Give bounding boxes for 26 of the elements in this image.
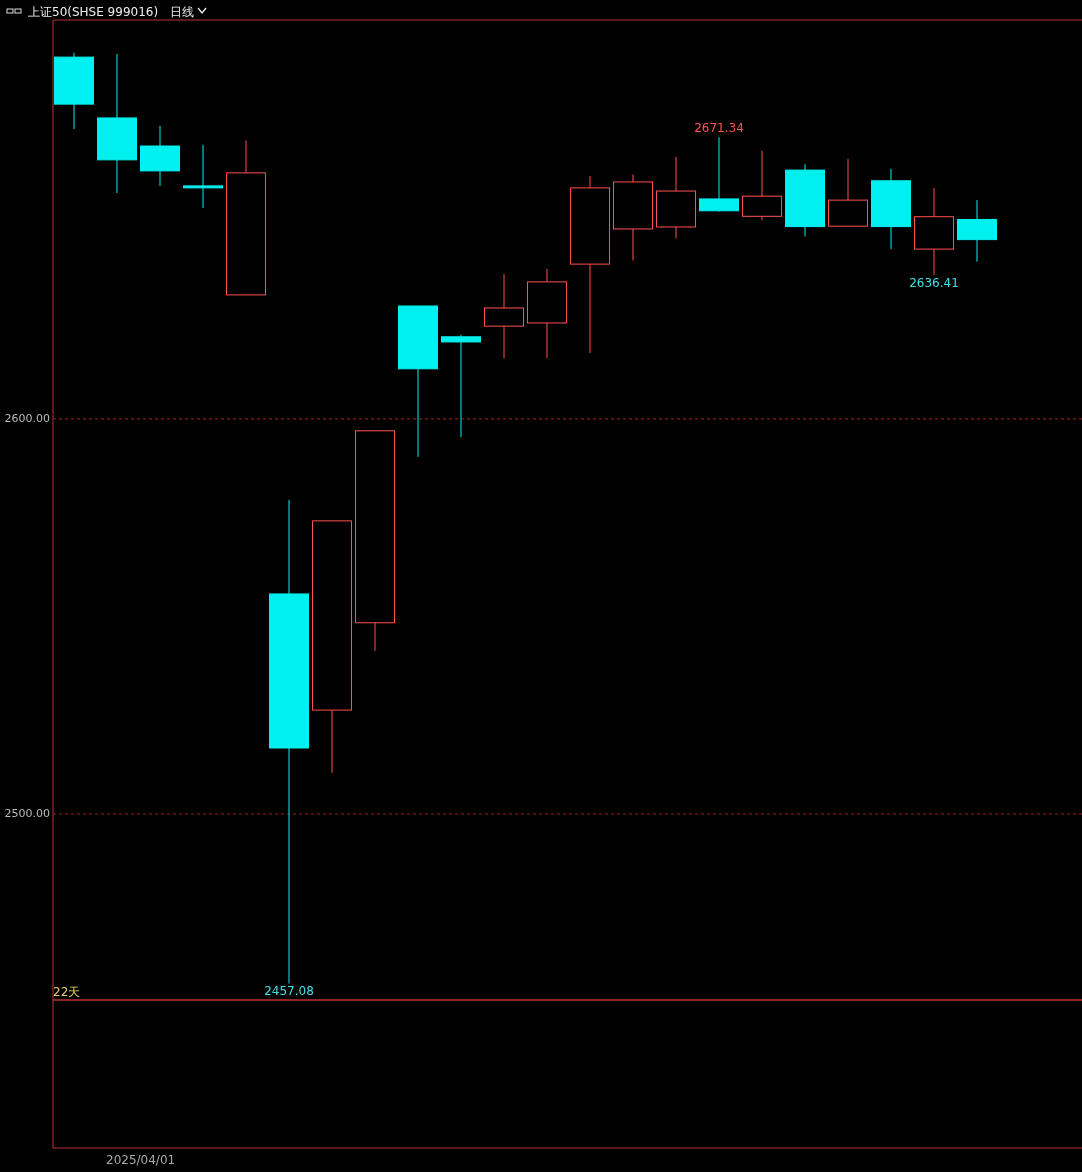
annotation: 2636.41 bbox=[909, 276, 959, 291]
chart-subtitle: 日线 bbox=[170, 5, 194, 19]
chart-title: 上证50(SHSE 999016) bbox=[28, 5, 159, 19]
candlestick bbox=[613, 173, 653, 262]
candlestick bbox=[871, 168, 911, 250]
candlestick bbox=[441, 334, 481, 438]
annotation: 2457.08 bbox=[264, 984, 314, 999]
candlestick bbox=[484, 273, 524, 359]
candlestick bbox=[54, 52, 94, 130]
candlestick bbox=[656, 156, 696, 239]
candlestick bbox=[527, 268, 567, 359]
candlestick bbox=[97, 53, 137, 194]
y-tick-label: 2600.00 bbox=[4, 411, 50, 425]
candlestick bbox=[914, 187, 954, 276]
candlestick bbox=[785, 163, 825, 237]
candlestick bbox=[699, 136, 739, 212]
candlestick bbox=[742, 150, 782, 221]
y-tick-label: 2500.00 bbox=[4, 806, 50, 820]
candlestick bbox=[269, 499, 309, 984]
annotation: 2671.34 bbox=[694, 121, 744, 136]
annotation: 22天 bbox=[53, 985, 81, 999]
text: 2025/04/01 bbox=[106, 1153, 176, 1167]
candlestick bbox=[957, 199, 997, 263]
candlestick bbox=[140, 125, 180, 187]
candlestick bbox=[183, 144, 223, 209]
candlestick bbox=[570, 175, 610, 354]
